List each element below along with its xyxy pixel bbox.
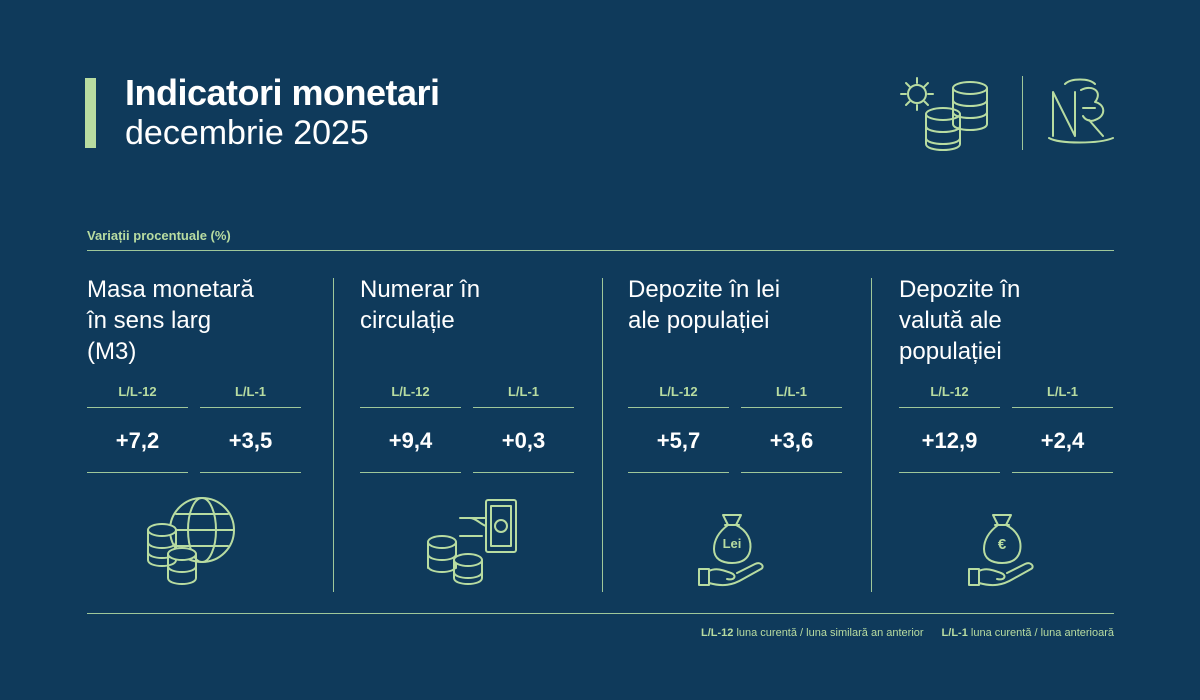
divider <box>628 407 729 408</box>
divider <box>87 250 1114 251</box>
divider <box>1012 472 1113 473</box>
divider <box>87 613 1114 614</box>
column-value: +12,9 <box>921 428 978 453</box>
card-title: Depozite în valută ale populației <box>899 274 1020 367</box>
divider <box>360 472 461 473</box>
divider <box>200 472 301 473</box>
card-title-line: ale populației <box>628 307 770 334</box>
column-label: L/L-12 <box>659 384 698 399</box>
legend-key: L/L-12 <box>700 627 734 639</box>
column-value: +3,5 <box>228 428 273 453</box>
card-title-line: în sens larg <box>87 307 212 334</box>
column-value: +3,6 <box>769 428 814 453</box>
card-title-line: populației <box>899 338 1002 365</box>
coin-stack <box>925 113 961 151</box>
divider <box>628 472 729 473</box>
divider <box>741 407 842 408</box>
column-separator <box>602 278 603 592</box>
column-label: L/L-1 <box>1046 384 1079 399</box>
divider <box>87 472 188 473</box>
icon-text: € <box>998 536 1007 553</box>
column-value: +0,3 <box>501 428 546 453</box>
subtitle: decembrie 2025 <box>125 114 369 152</box>
column-label: L/L-12 <box>118 384 157 399</box>
divider <box>899 407 1000 408</box>
cash-hand-icon <box>427 499 517 585</box>
card-title-line: Masa monetară <box>87 276 254 303</box>
divider <box>473 407 574 408</box>
coin <box>952 81 988 95</box>
card-title-line: Depozite în lei <box>628 276 781 303</box>
column-label: L/L-1 <box>507 384 540 399</box>
divider <box>87 407 188 408</box>
legend-key: L/L-1 <box>941 627 968 639</box>
title: Indicatori monetari <box>125 72 440 113</box>
divider <box>473 472 574 473</box>
title-accent <box>85 78 96 148</box>
euro-bag-icon: € <box>968 514 1034 587</box>
column-separator <box>871 278 872 592</box>
legend-text: luna curentă / luna anterioară <box>970 627 1114 639</box>
card-title-line: valută ale <box>899 307 1002 334</box>
gear <box>907 84 927 104</box>
card-title: Depozite în lei ale populației <box>628 274 780 336</box>
gear-teeth <box>900 77 934 111</box>
divider <box>200 407 301 408</box>
column-label: L/L-12 <box>391 384 430 399</box>
divider <box>741 472 842 473</box>
legend-text: luna curentă / luna similară an anterior <box>736 627 924 639</box>
card-title-line: Numerar în <box>360 276 481 303</box>
column-label: L/L-1 <box>234 384 267 399</box>
gear-coins-icon <box>900 77 988 151</box>
card-title-line: Depozite în <box>899 276 1021 303</box>
divider <box>360 407 461 408</box>
column-label: L/L-1 <box>775 384 808 399</box>
logo-ornament <box>1048 78 1114 144</box>
legend: L/L-12 luna curentă / luna similară an a… <box>701 627 1114 639</box>
section-label: Variații procentuale (%) <box>87 228 231 243</box>
logo-separator <box>1022 76 1023 150</box>
coins-globe-icon <box>147 497 235 585</box>
legend-item: L/L-1 luna curentă / luna anterioară <box>942 627 1114 639</box>
card-title-line: circulație <box>360 307 455 334</box>
lei-bag-icon: Lei <box>698 514 764 587</box>
column-separator <box>333 278 334 592</box>
divider <box>1012 407 1113 408</box>
column-value: +5,7 <box>656 428 701 453</box>
icon-text: Lei <box>723 536 742 551</box>
card-title: Numerar în circulație <box>360 274 480 336</box>
card-title: Masa monetară în sens larg (M3) <box>87 274 254 367</box>
column-value: +9,4 <box>388 428 433 453</box>
logo-monogram <box>1052 86 1105 137</box>
card-title-line: (M3) <box>87 338 137 365</box>
coin-stack <box>952 87 988 131</box>
column-value: +2,4 <box>1040 428 1085 453</box>
column-value: +7,2 <box>115 428 160 453</box>
divider <box>899 472 1000 473</box>
column-label: L/L-12 <box>930 384 969 399</box>
legend-item: L/L-12 luna curentă / luna similară an a… <box>701 627 924 639</box>
logo <box>1048 78 1114 144</box>
